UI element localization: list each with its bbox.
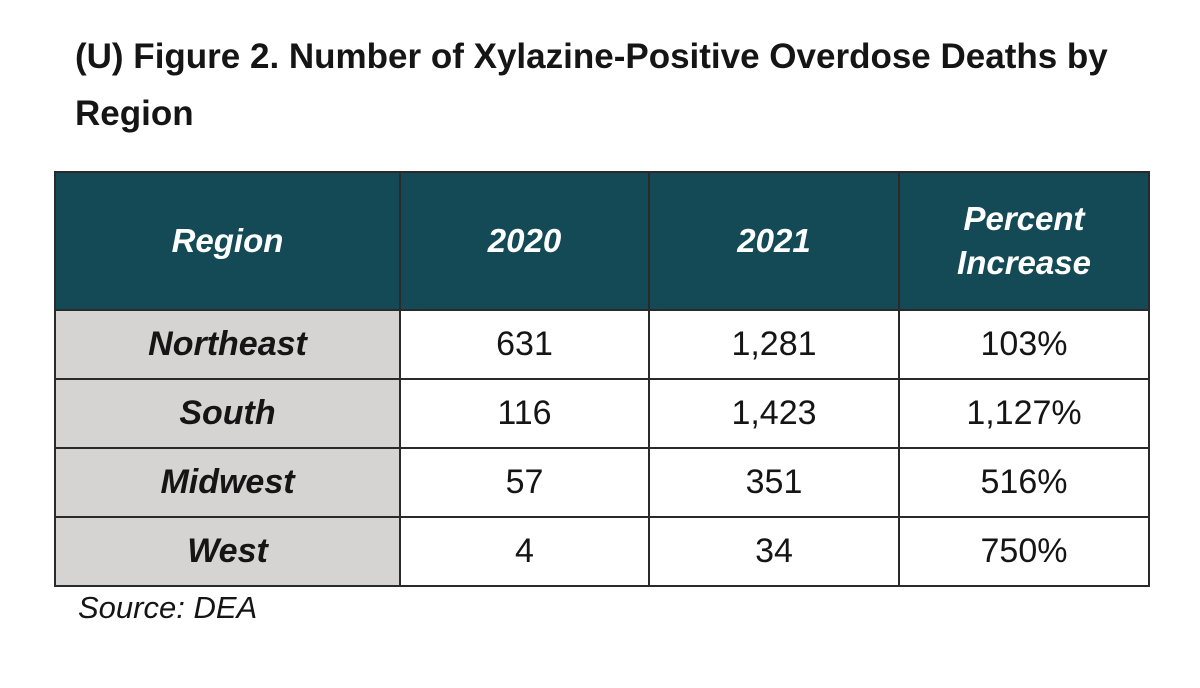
cell-percent-increase: 516% xyxy=(898,447,1150,518)
cell-2020: 57 xyxy=(399,447,650,518)
table-body: Northeast 631 1,281 103% South 116 1,423 1,127%… xyxy=(54,309,1150,587)
table-row: Northeast 631 1,281 103% xyxy=(54,309,1150,380)
cell-2021: 1,423 xyxy=(648,378,900,449)
header-percent-label: Percent Increase xyxy=(957,200,1091,281)
cell-region: South xyxy=(54,378,401,449)
cell-2021: 1,281 xyxy=(648,309,900,380)
table-row: Midwest 57 351 516% xyxy=(54,447,1150,518)
source-note: Source: DEA xyxy=(78,590,258,625)
cell-region: Northeast xyxy=(54,309,401,380)
cell-2020: 116 xyxy=(399,378,650,449)
table-row: South 116 1,423 1,127% xyxy=(54,378,1150,449)
header-cell-2021: 2021 xyxy=(648,171,900,311)
header-cell-percent-increase: Percent Increase xyxy=(898,171,1150,311)
cell-percent-increase: 1,127% xyxy=(898,378,1150,449)
cell-region: Midwest xyxy=(54,447,401,518)
overdose-table: Region 2020 2021 Percent Increase Northe… xyxy=(54,171,1150,587)
cell-percent-increase: 103% xyxy=(898,309,1150,380)
header-cell-region: Region xyxy=(54,171,401,311)
header-row: Region 2020 2021 Percent Increase xyxy=(54,171,1150,311)
table-row: West 4 34 750% xyxy=(54,516,1150,587)
cell-2021: 351 xyxy=(648,447,900,518)
header-cell-2020: 2020 xyxy=(399,171,650,311)
figure-title: (U) Figure 2. Number of Xylazine-Positiv… xyxy=(75,37,1108,133)
cell-2020: 631 xyxy=(399,309,650,380)
cell-2021: 34 xyxy=(648,516,900,587)
cell-region: West xyxy=(54,516,401,587)
cell-2020: 4 xyxy=(399,516,650,587)
cell-percent-increase: 750% xyxy=(898,516,1150,587)
